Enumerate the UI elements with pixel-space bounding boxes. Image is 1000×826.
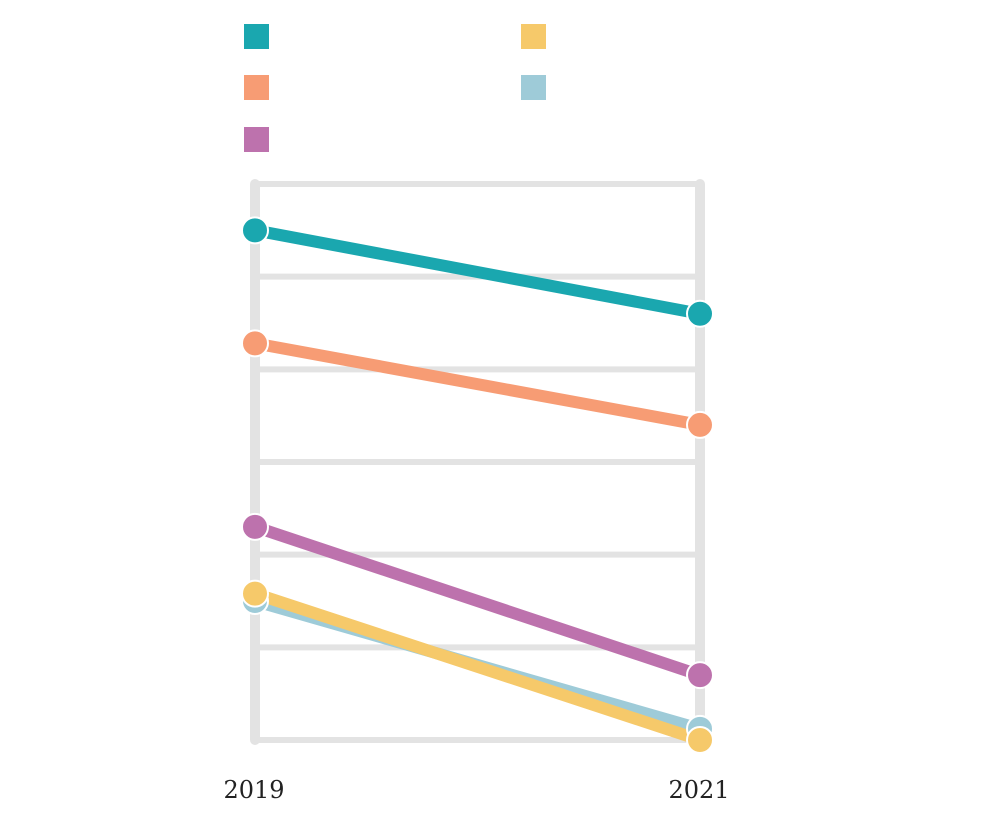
x-tick-label-2019: 2019	[223, 776, 284, 804]
series-points	[241, 216, 714, 754]
series-line	[249, 587, 706, 746]
series-line	[249, 337, 706, 431]
data-point	[241, 579, 269, 608]
data-point	[241, 512, 269, 541]
series-line	[249, 224, 706, 320]
data-point	[241, 329, 269, 358]
x-tick-label-2021: 2021	[668, 776, 729, 804]
data-point	[686, 299, 714, 328]
data-point	[686, 410, 714, 439]
data-point	[686, 726, 714, 754]
series-line	[249, 520, 706, 682]
legend-swatch	[244, 75, 269, 100]
legend-swatch	[521, 24, 546, 49]
data-point	[241, 216, 269, 245]
data-point	[686, 661, 714, 690]
legend-swatch	[244, 127, 269, 152]
legend-swatch	[244, 24, 269, 49]
legend	[244, 24, 546, 152]
legend-swatch	[521, 75, 546, 100]
series-lines	[249, 224, 706, 746]
